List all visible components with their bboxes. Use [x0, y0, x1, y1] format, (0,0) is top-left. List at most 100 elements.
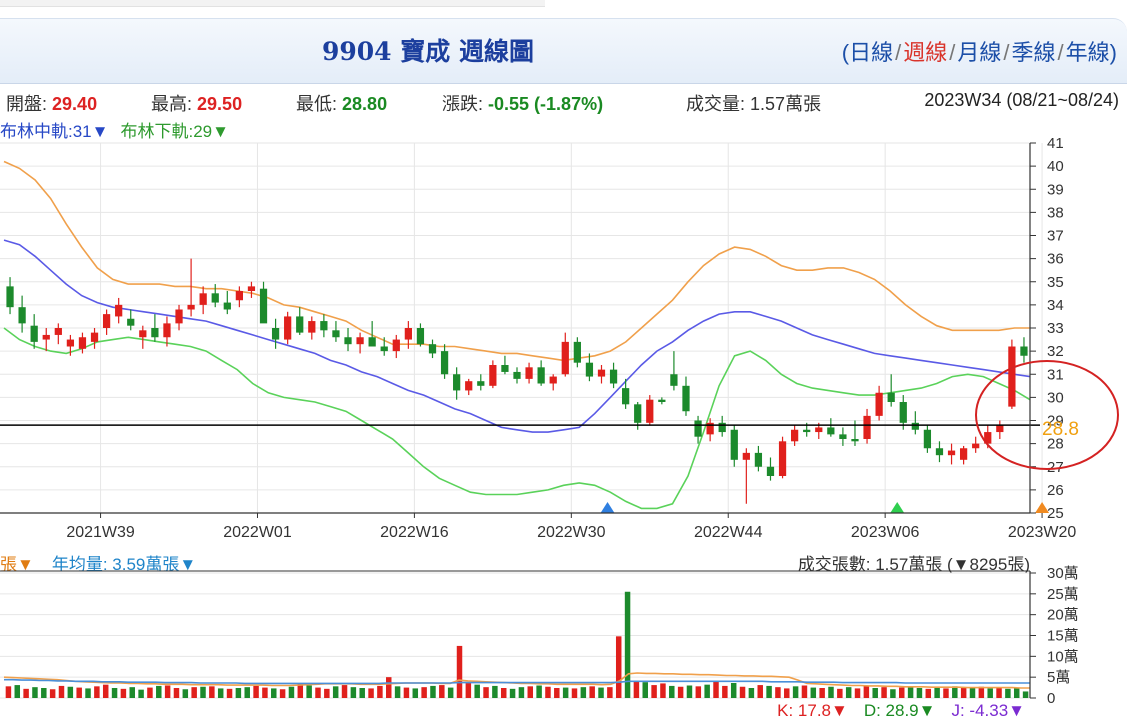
volume-bar — [890, 689, 896, 698]
kdj-k: K: 17.8▼ — [777, 701, 848, 720]
open-value: 29.40 — [52, 94, 98, 114]
volume-bar — [412, 688, 419, 698]
chart-header-bar — [0, 18, 1127, 84]
volume-bar — [156, 685, 162, 698]
volume-bar — [686, 685, 693, 698]
candle — [344, 328, 352, 352]
period-link-weekly[interactable]: 週線 — [903, 40, 948, 65]
kdj-d: D: 28.9▼ — [863, 701, 936, 720]
volume-bar — [952, 686, 958, 698]
volume-bar — [943, 688, 949, 698]
volume-bar — [403, 687, 410, 698]
candle-body — [996, 425, 1004, 433]
period-link-quarterly[interactable]: 季線 — [1011, 40, 1056, 65]
candle — [875, 385, 883, 421]
price-x-tick-label: 2023W20 — [1008, 524, 1077, 540]
volume-bar — [447, 687, 454, 698]
candle — [151, 314, 159, 342]
candle — [549, 374, 557, 391]
price-y-tick-label: 28 — [1047, 436, 1064, 453]
price-y-tick-label: 27 — [1047, 459, 1064, 476]
candle-body — [561, 341, 569, 375]
bollinger-lower-line — [3, 327, 1031, 510]
candle-body — [803, 429, 811, 433]
candle — [646, 395, 654, 426]
candle — [139, 325, 147, 349]
price-y-tick-label: 37 — [1047, 228, 1064, 245]
candle-body — [875, 392, 883, 416]
volume-bar — [200, 686, 206, 698]
volume-avg-partial: 張▼ — [0, 555, 34, 574]
candle-body — [923, 429, 932, 449]
volume-bar — [748, 688, 755, 698]
candle-body — [778, 441, 787, 476]
candle-body — [887, 392, 895, 402]
candle-body — [90, 332, 99, 342]
candle-body — [1020, 346, 1028, 356]
volume-bar — [881, 687, 887, 698]
volume-bar — [253, 685, 259, 698]
price-x-tick-label: 2022W44 — [694, 524, 763, 540]
candle — [513, 367, 521, 384]
candle-body — [609, 369, 618, 384]
volume-bar — [129, 687, 135, 698]
price-x-tick-label: 2022W01 — [223, 524, 292, 540]
candle — [827, 418, 835, 437]
volume-bar — [571, 688, 578, 698]
candle-body — [440, 351, 449, 375]
volume-bar — [978, 686, 985, 698]
candle — [78, 332, 87, 354]
volume-grid — [0, 572, 1030, 699]
bollinger-upper-line — [3, 160, 1030, 362]
candle — [670, 351, 678, 391]
period-link-yearly[interactable]: 年線 — [1065, 40, 1110, 65]
period-link-monthly[interactable]: 月線 — [957, 40, 1002, 65]
candle — [163, 316, 171, 347]
volume-bars — [5, 591, 1029, 698]
candle-body — [477, 381, 485, 386]
candle — [682, 376, 690, 416]
price-y-tick-label: 32 — [1047, 343, 1064, 360]
volume-bar — [315, 687, 321, 698]
candle-body — [308, 321, 316, 333]
volume-bar — [94, 686, 100, 698]
candle-body — [851, 439, 859, 442]
volume-y-tick-label: 20萬 — [1047, 607, 1079, 624]
change-value: -0.55 (-1.87%) — [488, 94, 604, 114]
candle-body — [271, 328, 280, 340]
candle — [899, 395, 907, 430]
price-y-tick-label: 41 — [1047, 135, 1064, 152]
volume-bar — [615, 636, 622, 698]
candle-body — [187, 304, 195, 310]
candle — [404, 321, 412, 349]
volume-bar — [67, 686, 74, 698]
candle-body — [332, 330, 340, 338]
candle-body — [344, 337, 352, 345]
nav-close-paren: ) — [1109, 40, 1117, 65]
volume-bar — [845, 687, 852, 698]
price-change: 漲跌: -0.55 (-1.87%) — [442, 90, 603, 116]
volume-bar — [1013, 688, 1020, 698]
period-link-daily[interactable]: 日線 — [849, 40, 894, 65]
volume-bar — [545, 686, 551, 698]
candle-body — [102, 314, 111, 328]
candle — [30, 314, 38, 349]
candle-body — [428, 344, 437, 354]
high-price: 最高: 29.50 — [151, 90, 242, 116]
candle-body — [911, 422, 919, 430]
volume-bar — [916, 688, 923, 698]
candle — [428, 339, 437, 359]
volume-bar — [173, 688, 180, 698]
price-x-tick-label: 2022W30 — [537, 524, 606, 540]
volume-bar — [607, 687, 613, 698]
volume-value: 1.57萬張 — [750, 94, 822, 114]
price-chart[interactable]: 25 26 27 28 29 30 31 32 33 34 35 36 37 38 39 40 41 2021W3… — [0, 0, 1127, 540]
candle-body — [525, 367, 533, 379]
volume-bar — [111, 688, 118, 698]
candle-body — [453, 374, 461, 391]
volume-y-tick-label: 15萬 — [1047, 628, 1079, 645]
current-price-label: 28.8 — [1042, 419, 1079, 440]
volume-bar — [138, 689, 144, 698]
candle — [778, 436, 787, 479]
